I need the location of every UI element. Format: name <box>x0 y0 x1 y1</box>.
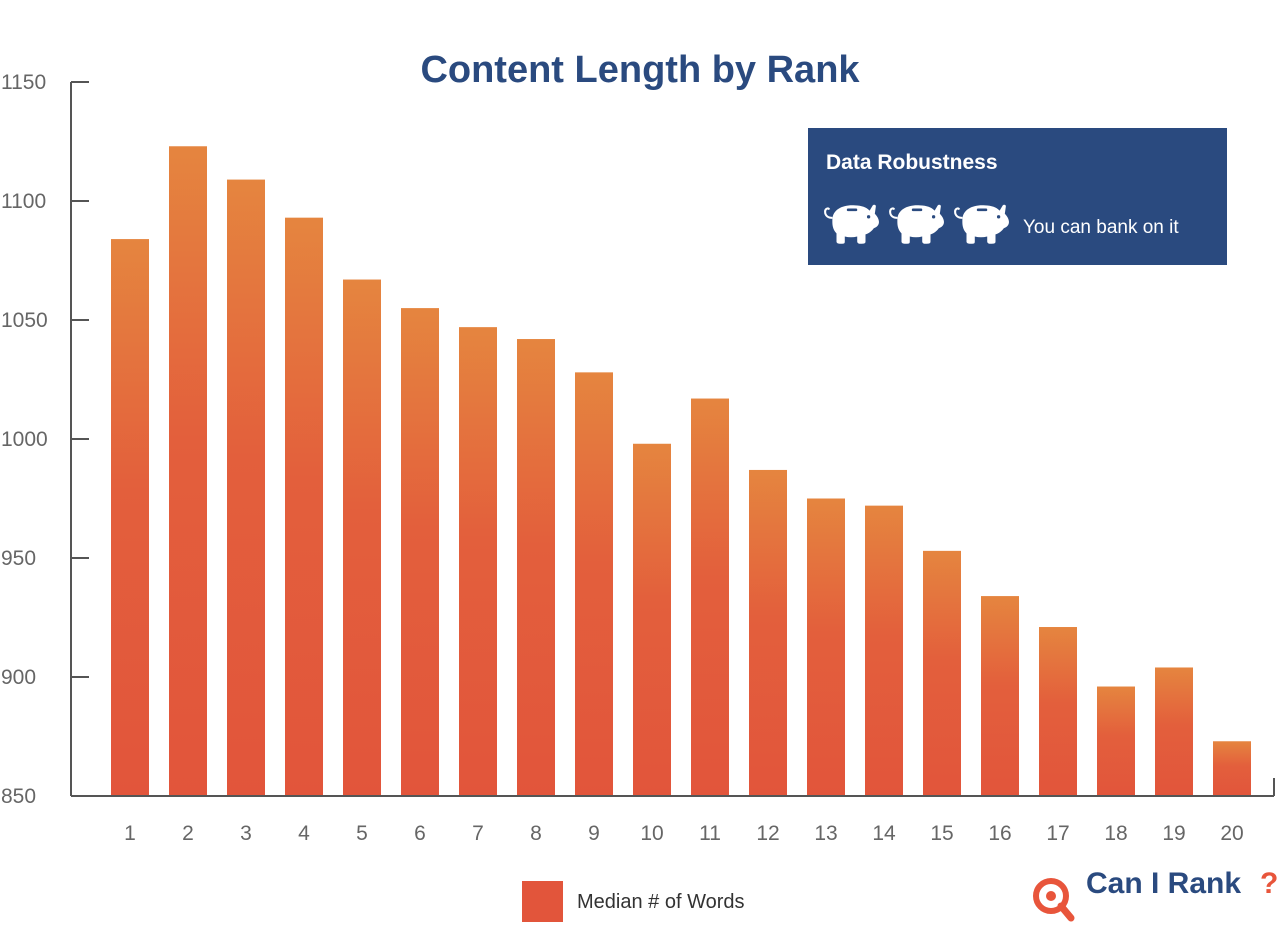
y-tick-label: 900 <box>1 666 36 689</box>
x-tick-label: 3 <box>240 822 252 845</box>
x-tick-label: 4 <box>298 822 310 845</box>
bar <box>517 339 555 796</box>
legend-swatch <box>522 881 563 922</box>
bar <box>227 179 265 796</box>
magnifier-icon-center <box>1046 891 1056 901</box>
x-tick-label: 17 <box>1046 822 1069 845</box>
x-axis: 1 2 3 4 5 6 7 8 9 10 11 12 13 14 15 16 17 18 19 20 <box>71 778 1275 845</box>
x-tick-label: 12 <box>756 822 779 845</box>
y-tick-label: 950 <box>1 547 36 570</box>
x-tick-label: 15 <box>930 822 953 845</box>
bar <box>633 443 671 796</box>
x-tick-label: 1 <box>124 822 136 845</box>
magnifier-handle <box>1057 902 1075 922</box>
bar <box>1039 627 1077 796</box>
y-tick-label: 1100 <box>1 190 46 213</box>
x-tick-label: 13 <box>814 822 837 845</box>
x-tick-label: 10 <box>640 822 663 845</box>
y-tick-label: 1150 <box>1 71 46 94</box>
bar <box>343 279 381 796</box>
bar <box>401 308 439 796</box>
bar <box>459 327 497 796</box>
bar <box>1155 667 1193 796</box>
bar <box>807 498 845 796</box>
legend: Median # of Words <box>522 881 745 922</box>
bar <box>749 469 787 796</box>
bar <box>575 372 613 796</box>
x-tick-label: 19 <box>1162 822 1185 845</box>
x-tick-label: 6 <box>414 822 426 845</box>
bar <box>1097 686 1135 796</box>
x-tick-label: 5 <box>356 822 368 845</box>
bar <box>285 217 323 796</box>
bar <box>923 550 961 796</box>
y-tick-label: 1000 <box>1 428 48 451</box>
x-tick-label: 8 <box>530 822 542 845</box>
x-tick-label: 11 <box>699 822 721 845</box>
x-tick-label: 7 <box>472 822 484 845</box>
x-tick-label: 2 <box>182 822 194 845</box>
x-tick-label: 9 <box>588 822 600 845</box>
legend-label: Median # of Words <box>577 891 745 913</box>
brand-name: Can I Rank <box>1086 867 1241 900</box>
robustness-panel-text: You can bank on it <box>1023 217 1179 238</box>
brand-mark: ? <box>1260 867 1278 900</box>
chart-title: Content Length by Rank <box>420 49 860 91</box>
bar <box>169 146 207 796</box>
bar <box>691 398 729 796</box>
brand-logo: Can I Rank ? <box>1033 867 1278 922</box>
bar <box>1213 741 1251 796</box>
bar <box>981 596 1019 796</box>
bar <box>865 505 903 796</box>
robustness-panel-background <box>808 128 1227 265</box>
x-tick-label: 18 <box>1104 822 1127 845</box>
x-tick-label: 16 <box>988 822 1011 845</box>
y-tick-label: 1050 <box>1 309 48 332</box>
x-tick-label: 14 <box>872 822 896 845</box>
robustness-panel-title: Data Robustness <box>826 151 998 174</box>
y-tick-label: 850 <box>1 785 36 808</box>
y-axis: 850 900 950 1000 1050 1100 1150 <box>1 71 89 808</box>
magnifier-icon <box>1033 878 1069 914</box>
bars <box>111 146 1251 796</box>
robustness-panel: Data Robustness You can bank on it <box>808 128 1227 265</box>
x-tick-label: 20 <box>1220 822 1243 845</box>
bar <box>111 239 149 796</box>
